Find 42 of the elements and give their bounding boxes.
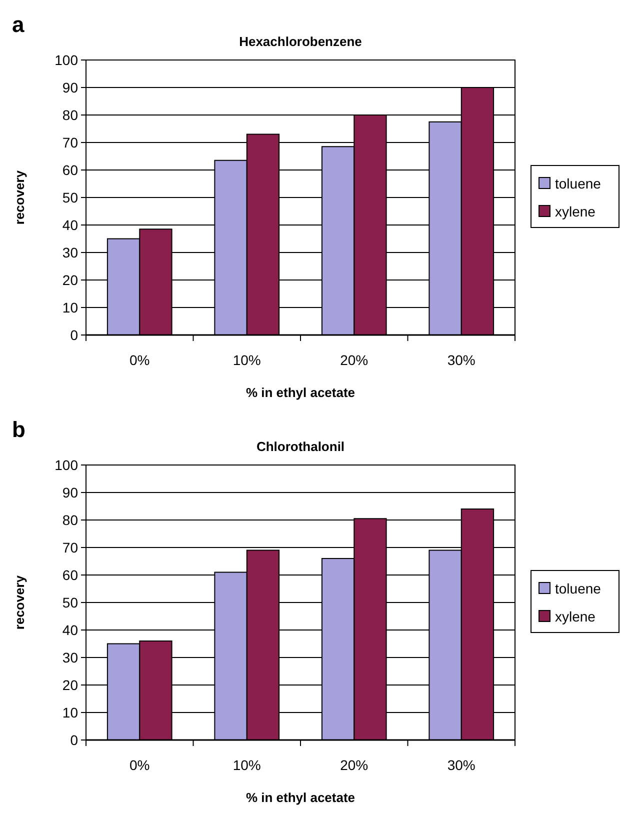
y-tick-label: 20 bbox=[62, 676, 78, 693]
y-tick-label: 30 bbox=[62, 649, 78, 666]
y-tick-label: 50 bbox=[62, 594, 78, 610]
y-tick-label: 0 bbox=[70, 732, 78, 748]
legend-label: xylene bbox=[555, 203, 596, 220]
y-tick-label: 100 bbox=[54, 52, 78, 68]
x-tick-label: 30% bbox=[447, 757, 476, 773]
y-tick-label: 60 bbox=[62, 566, 78, 583]
x-tick-label: 10% bbox=[232, 352, 261, 368]
y-tick-label: 10 bbox=[62, 299, 78, 316]
legend-label: xylene bbox=[555, 608, 596, 624]
y-tick-label: 70 bbox=[62, 134, 78, 150]
y-tick-label: 80 bbox=[62, 106, 78, 123]
y-tick-label: 10 bbox=[62, 704, 78, 720]
y-tick-label: 30 bbox=[62, 244, 78, 260]
y-tick-label: 20 bbox=[62, 272, 78, 288]
chart-title: Chlorothalonil bbox=[256, 439, 345, 454]
y-tick-label: 50 bbox=[62, 189, 78, 206]
y-tick-label: 100 bbox=[54, 456, 78, 473]
x-tick-label: 0% bbox=[130, 757, 150, 773]
y-tick-label: 90 bbox=[62, 484, 78, 500]
y-tick-label: 80 bbox=[62, 512, 78, 528]
y-axis-title: recovery bbox=[12, 170, 27, 225]
x-axis-title: % in ethyl acetate bbox=[246, 790, 356, 805]
x-axis-title: % in ethyl acetate bbox=[246, 385, 356, 400]
x-tick-label: 0% bbox=[130, 352, 150, 368]
y-tick-label: 0 bbox=[70, 326, 78, 343]
text: a bbox=[12, 12, 25, 37]
x-tick-label: 20% bbox=[340, 757, 368, 773]
x-tick-label: 20% bbox=[340, 352, 368, 368]
y-tick-label: 60 bbox=[62, 162, 78, 178]
y-tick-label: 40 bbox=[62, 622, 78, 638]
y-tick-label: 90 bbox=[62, 79, 78, 96]
chart-title: Hexachlorobenzene bbox=[239, 34, 362, 49]
y-axis-title: recovery bbox=[12, 574, 27, 630]
x-tick-label: 30% bbox=[447, 352, 476, 368]
y-tick-label: 40 bbox=[62, 216, 78, 233]
x-tick-label: 10% bbox=[232, 757, 261, 773]
y-tick-label: 70 bbox=[62, 539, 78, 556]
text: b bbox=[12, 417, 26, 442]
legend-label: toluene bbox=[555, 580, 602, 596]
legend-label: toluene bbox=[555, 175, 602, 192]
